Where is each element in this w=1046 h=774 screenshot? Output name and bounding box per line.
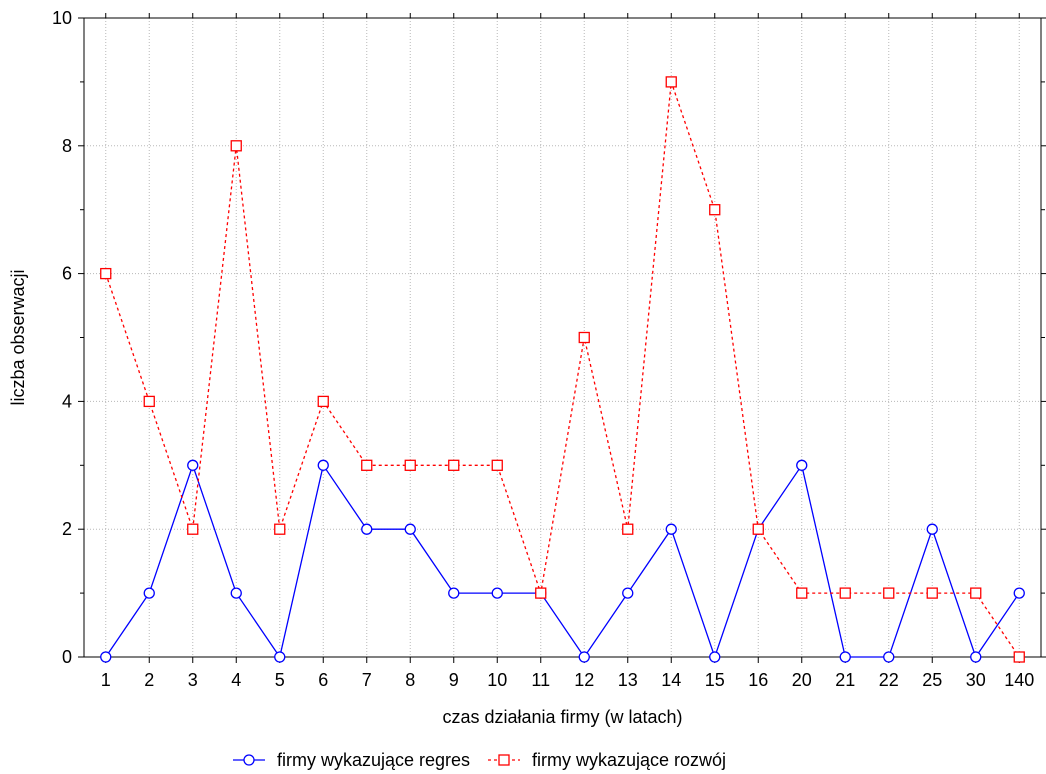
data-point	[753, 524, 763, 534]
legend-marker	[499, 755, 509, 765]
x-tick-label: 16	[748, 670, 768, 690]
legend-item: firmy wykazujące rozwój	[488, 750, 726, 770]
y-tick-label: 10	[52, 8, 72, 28]
x-tick-label: 12	[574, 670, 594, 690]
x-tick-label: 14	[661, 670, 681, 690]
x-tick-label: 25	[922, 670, 942, 690]
legend-marker	[244, 755, 254, 765]
data-point	[449, 460, 459, 470]
data-point	[492, 588, 502, 598]
data-point	[797, 460, 807, 470]
x-tick-label: 10	[487, 670, 507, 690]
data-point	[318, 396, 328, 406]
legend-item: firmy wykazujące regres	[233, 750, 470, 770]
data-point	[101, 652, 111, 662]
data-point	[231, 588, 241, 598]
data-point	[710, 205, 720, 215]
data-point	[623, 588, 633, 598]
data-point	[971, 652, 981, 662]
data-point	[971, 588, 981, 598]
x-tick-label: 3	[188, 670, 198, 690]
x-tick-label: 21	[835, 670, 855, 690]
x-tick-label: 20	[792, 670, 812, 690]
y-tick-label: 4	[62, 391, 72, 411]
x-tick-label: 13	[618, 670, 638, 690]
data-point	[405, 524, 415, 534]
grid	[84, 18, 1041, 657]
data-point	[405, 460, 415, 470]
data-point	[666, 524, 676, 534]
x-tick-label: 1	[101, 670, 111, 690]
data-point	[579, 652, 589, 662]
y-tick-label: 6	[62, 264, 72, 284]
series-line	[106, 465, 1020, 657]
y-axis-title: liczba obserwacji	[8, 269, 28, 405]
y-tick-label: 8	[62, 136, 72, 156]
data-point	[623, 524, 633, 534]
x-tick-label: 6	[318, 670, 328, 690]
data-point	[101, 269, 111, 279]
series-group	[101, 77, 1025, 662]
data-point	[144, 588, 154, 598]
x-tick-label: 15	[705, 670, 725, 690]
x-tick-label: 2	[144, 670, 154, 690]
data-point	[275, 524, 285, 534]
data-point	[666, 77, 676, 87]
data-point	[362, 460, 372, 470]
data-point	[1014, 588, 1024, 598]
y-tick-label: 0	[62, 647, 72, 667]
data-point	[840, 652, 850, 662]
x-tick-label: 8	[405, 670, 415, 690]
series-2	[101, 77, 1025, 662]
data-point	[362, 524, 372, 534]
data-point	[449, 588, 459, 598]
data-point	[797, 588, 807, 598]
data-point	[884, 652, 894, 662]
x-tick-label: 11	[531, 670, 550, 690]
legend-label: firmy wykazujące rozwój	[532, 750, 726, 770]
x-tick-label: 140	[1004, 670, 1034, 690]
data-point	[536, 588, 546, 598]
legend: firmy wykazujące regres firmy wykazujące …	[233, 750, 726, 770]
data-point	[492, 460, 502, 470]
y-tick-label: 2	[62, 519, 72, 539]
data-point	[188, 460, 198, 470]
data-point	[840, 588, 850, 598]
x-tick-label: 9	[449, 670, 459, 690]
x-tick-label: 30	[966, 670, 986, 690]
x-tick-label: 22	[879, 670, 899, 690]
data-point	[927, 588, 937, 598]
data-point	[231, 141, 241, 151]
series-1	[101, 460, 1025, 662]
data-point	[927, 524, 937, 534]
x-tick-label: 4	[231, 670, 241, 690]
series-line	[106, 82, 1020, 657]
x-tick-label: 7	[362, 670, 372, 690]
legend-label: firmy wykazujące regres	[277, 750, 470, 770]
data-point	[188, 524, 198, 534]
x-tick-label: 5	[275, 670, 285, 690]
x-axis-title: czas działania firmy (w latach)	[442, 707, 682, 727]
data-point	[1014, 652, 1024, 662]
data-point	[144, 396, 154, 406]
data-point	[710, 652, 720, 662]
data-point	[579, 333, 589, 343]
data-point	[275, 652, 285, 662]
data-point	[884, 588, 894, 598]
plot-area-frame	[84, 18, 1041, 657]
data-point	[318, 460, 328, 470]
